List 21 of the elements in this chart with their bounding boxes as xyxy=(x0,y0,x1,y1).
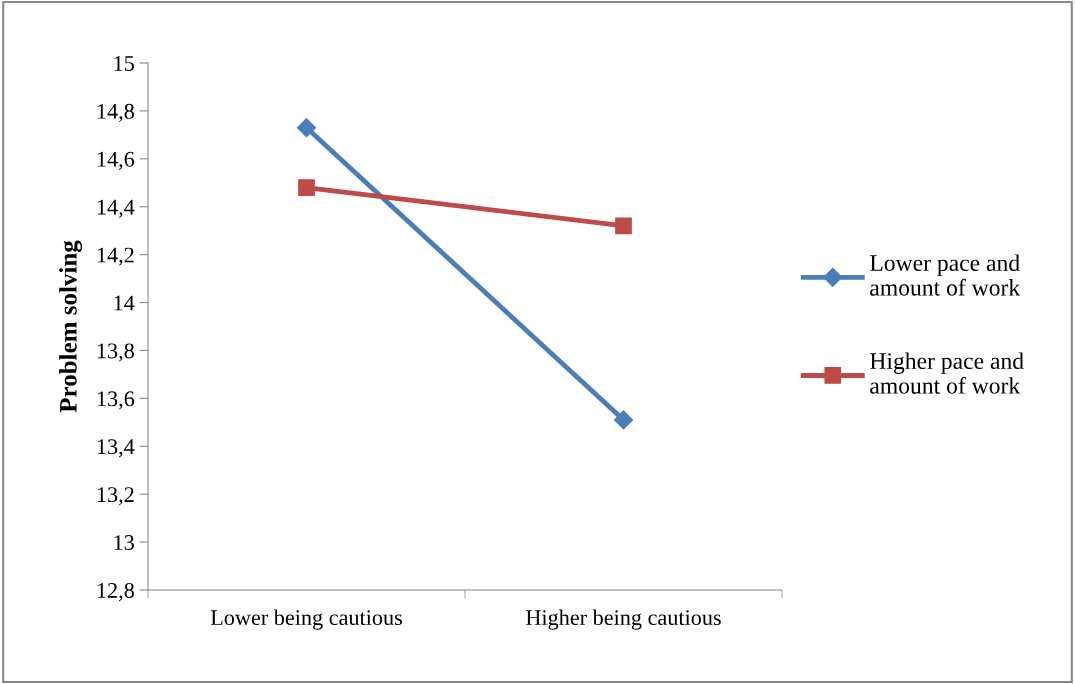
legend-label: Higher pace and amount of work xyxy=(870,352,1024,394)
y-axis-title: Problem solving xyxy=(59,240,83,413)
point xyxy=(613,410,634,430)
point xyxy=(296,118,317,138)
point xyxy=(615,217,632,235)
y-tick-label: 15 xyxy=(114,56,134,71)
y-tick-label: 13,8 xyxy=(97,343,134,362)
x-tick-label: Lower being cautious xyxy=(210,609,402,630)
y-tick-label: 14,6 xyxy=(97,151,135,170)
y-tick-label: 12,8 xyxy=(97,582,134,602)
y-tick-label: 13,6 xyxy=(97,391,135,410)
x-tick-label: Higher being cautious xyxy=(526,609,721,630)
y-tick-label: 14 xyxy=(114,295,135,311)
legend-label: Lower pace and amount of work xyxy=(870,254,1021,296)
y-tick-label: 13,4 xyxy=(97,439,135,458)
y-tick-label: 13 xyxy=(114,535,134,551)
y-tick-label: 14,2 xyxy=(97,247,134,266)
point xyxy=(298,179,315,196)
y-tick-label: 13,2 xyxy=(97,487,134,506)
y-tick-label: 14,4 xyxy=(97,199,135,218)
y-tick-label: 14,8 xyxy=(97,103,134,123)
